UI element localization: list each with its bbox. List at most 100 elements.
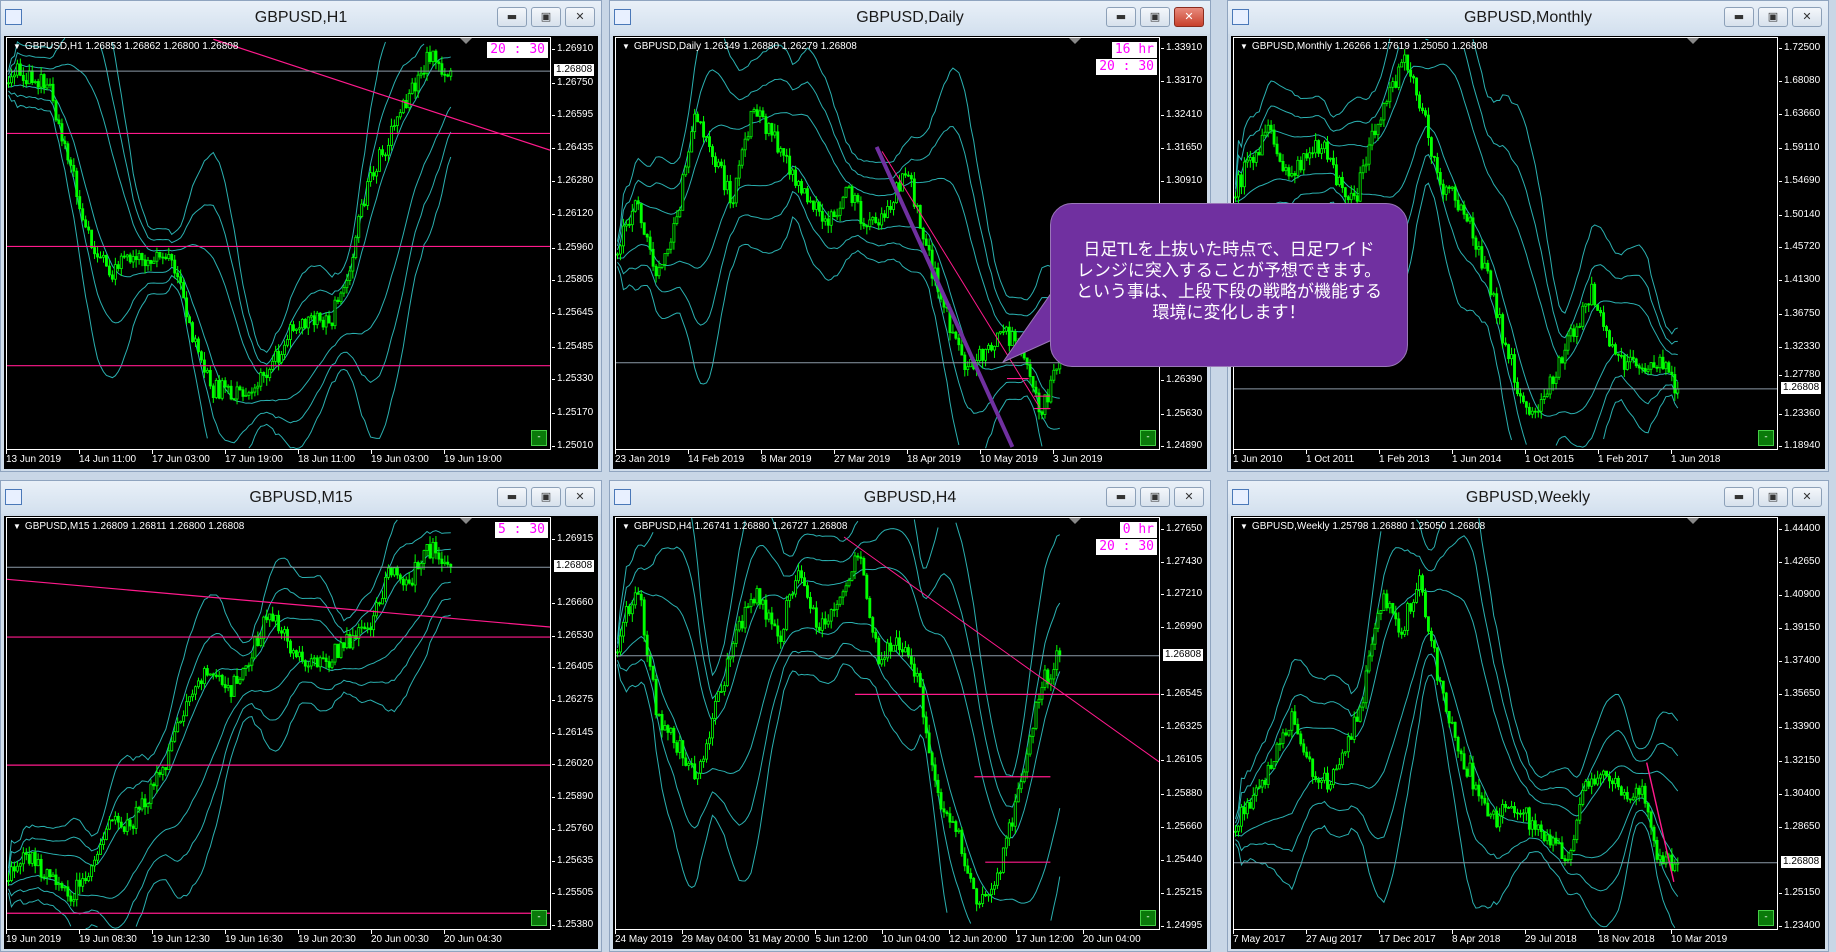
close-button[interactable]: ✕ [1174,7,1204,27]
candle [378,601,381,607]
candle-body [185,701,189,717]
candle-body [128,819,132,827]
minimize-button[interactable]: ▬ [1106,7,1136,27]
title-bar[interactable]: GBPUSD,M15 ▬ ▣ ✕ [1,481,601,514]
chart-area[interactable]: ▼ GBPUSD,H1 1.26853 1.26862 1.26800 1.268… [4,36,598,469]
one-click-trade-toggle[interactable]: - [1140,430,1156,446]
maximize-button[interactable]: ▣ [531,487,561,507]
candle [119,253,123,277]
candle-timer: 20 : 30 [1096,59,1157,75]
candle-body [170,254,174,261]
dropdown-triangle-icon[interactable]: ▼ [13,42,21,51]
time-axis-label: 17 Jun 19:00 [225,450,283,465]
chart-window-h1[interactable]: GBPUSD,H1 ▬ ▣ ✕ ▼ GBPUSD,H1 1.26853 1.268… [0,0,602,472]
chart-area[interactable]: ▼ GBPUSD,M15 1.26809 1.26811 1.26800 1.26… [4,516,598,949]
candle-body [185,297,189,318]
candle-body [1453,186,1457,201]
candle [1013,328,1017,344]
candle-body [155,772,159,787]
bollinger-band-line [1472,39,1678,335]
candle-body [188,696,191,703]
candle-body [208,673,212,676]
window-title: GBPUSD,H1 [254,9,348,26]
price-plot[interactable]: ▼ GBPUSD,H1 1.26853 1.26862 1.26800 1.268… [6,37,551,450]
candle-body [619,245,622,255]
candle-body [883,213,887,218]
candle [122,250,126,259]
candle-body [434,50,438,63]
candle [247,662,251,672]
title-bar[interactable]: GBPUSD,Monthly ▬ ▣ ✕ [1228,1,1828,34]
chart-shift-marker[interactable] [1687,38,1700,44]
candle-body [761,110,765,117]
bollinger-band-line [1235,125,1679,417]
restore-icon: ▣ [1767,10,1779,23]
candle [107,258,111,278]
candle [1628,349,1632,369]
candle [865,224,869,235]
candle-body [1269,124,1273,131]
candle [1527,402,1531,416]
close-button[interactable]: ✕ [1792,7,1822,27]
price-axis-label: 1.26390 [1160,374,1203,386]
maximize-button[interactable]: ▣ [531,7,561,27]
candle-body [1242,161,1246,188]
candle-body [1462,204,1466,215]
maximize-button[interactable]: ▣ [1758,7,1788,27]
bollinger-band-line [1603,394,1679,440]
candle [1622,353,1626,378]
price-plot[interactable]: ▼ GBPUSD,M15 1.26809 1.26811 1.26800 1.26… [6,517,551,930]
candle [1254,150,1258,167]
chart-shift-marker[interactable] [460,38,473,44]
title-bar[interactable]: GBPUSD,H1 ▬ ▣ ✕ [1,1,601,34]
dropdown-triangle-icon[interactable]: ▼ [1240,42,1248,51]
candle-body [39,858,43,878]
title-bar[interactable]: GBPUSD,Daily ▬ ▣ ✕ [610,1,1210,34]
candle [191,689,194,702]
minimize-button[interactable]: ▬ [1724,7,1754,27]
candle-body [75,170,79,198]
candle-body [375,170,379,177]
price-axis-label: 1.25805 [551,273,594,285]
candle-body [915,204,919,207]
candle [779,146,783,157]
close-button[interactable]: ✕ [565,7,595,27]
candle-body [1302,153,1306,171]
minimize-button[interactable]: ▬ [497,487,527,507]
close-button[interactable]: ✕ [565,487,595,507]
candle [722,159,726,196]
candle [392,119,396,131]
chart-window-m15[interactable]: GBPUSD,M15 ▬ ▣ ✕ ▼ GBPUSD,M15 1.26809 1.2… [0,480,602,952]
candle [984,348,988,367]
candle-body [294,328,298,331]
candle-body [425,544,429,551]
candle-body [434,541,438,554]
candle-body [87,876,91,882]
candle [832,209,836,218]
candle-body [404,99,408,109]
maximize-button[interactable]: ▣ [1140,7,1170,27]
candle-body [725,180,729,191]
candle-body [1519,393,1522,397]
candle-body [220,674,224,685]
one-click-trade-toggle[interactable]: - [531,430,547,446]
candle [197,336,200,355]
candle [633,199,637,213]
minimize-button[interactable]: ▬ [497,7,527,27]
candle [437,547,441,565]
candle [1551,375,1555,391]
bollinger-band-line [617,216,960,446]
candle-body [1421,107,1424,112]
dropdown-triangle-icon[interactable]: ▼ [622,42,630,51]
candle [36,853,40,867]
candle-body [152,783,156,787]
candle [348,266,352,286]
candle-body [357,627,361,640]
candle-body [253,387,257,393]
candle [1456,192,1460,212]
candle [146,802,150,814]
candle [1587,302,1591,313]
chart-shift-marker[interactable] [1069,38,1082,44]
candle [993,345,996,358]
one-click-trade-toggle[interactable]: - [1758,430,1774,446]
